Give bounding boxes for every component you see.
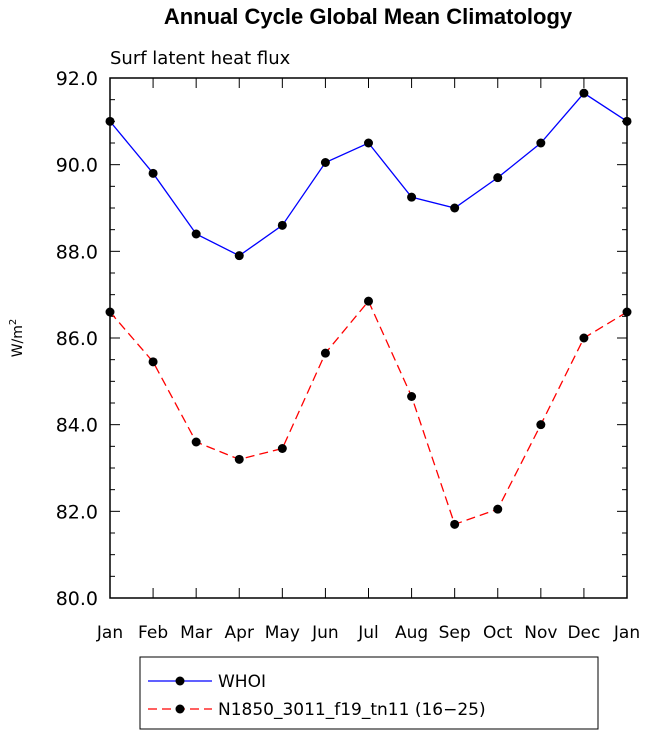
legend-box (139, 656, 599, 730)
x-tick-label: May (265, 623, 300, 643)
y-tick-label: 82.0 (56, 501, 98, 523)
x-tick-label: Oct (483, 623, 513, 643)
plot-frame (109, 77, 628, 599)
series-1-point (320, 158, 330, 167)
series-2-point (579, 333, 589, 343)
legend-marker-2 (175, 704, 185, 714)
x-tick-label: Aug (395, 623, 428, 643)
series-2-point (493, 504, 503, 514)
chart-title: Annual Cycle Global Mean Climatology (164, 4, 573, 29)
series-1-point (191, 229, 201, 239)
y-axis-label-superscript: 2 (8, 319, 19, 325)
y-tick-labels: 80.0 82.0 84.0 86.0 88.0 90.0 92.0 (56, 68, 98, 610)
x-tick-label: Jul (357, 623, 379, 643)
y-tick-label: 80.0 (56, 588, 98, 610)
series-1-point (105, 116, 115, 126)
series-2-point (234, 454, 244, 464)
legend-marker-1 (175, 676, 185, 686)
axis-ticks (109, 77, 628, 599)
series-1-point (536, 138, 546, 148)
series-2-point (191, 437, 201, 447)
series-2-point (536, 420, 546, 430)
series-1-point (450, 203, 460, 213)
series-1-point (148, 168, 158, 178)
y-axis-label: W/m2 (8, 319, 26, 358)
series-2-point (105, 307, 115, 317)
y-tick-label: 90.0 (56, 155, 98, 177)
legend: WHOI N1850_3011_f19_tn11 (16−25) (148, 672, 486, 720)
y-tick-label: 88.0 (56, 241, 98, 263)
y-tick-label: 92.0 (56, 68, 98, 90)
series-1-point (622, 116, 632, 126)
series-2-point (364, 296, 373, 306)
legend-label-2: N1850_3011_f19_tn11 (16−25) (218, 700, 486, 720)
series-2-point (450, 519, 460, 529)
svg-text:W/m2: W/m2 (8, 319, 26, 358)
series-2-point (320, 348, 330, 358)
series-line-2 (109, 299, 628, 526)
x-tick-label: Jan (96, 623, 123, 643)
series-2-point (277, 444, 287, 453)
series-2-point (622, 307, 632, 317)
y-tick-label: 86.0 (56, 328, 98, 350)
x-tick-label: Mar (180, 623, 212, 643)
series-1-point (407, 192, 417, 202)
x-tick-labels: Jan Feb Mar Apr May Jun Jul Aug Sep Oct Nov Dec Jan (96, 623, 640, 643)
legend-label-1: WHOI (218, 672, 266, 692)
x-tick-label: Nov (524, 623, 557, 643)
x-tick-label: Jun (311, 623, 339, 643)
chart-subtitle: Surf latent heat flux (110, 48, 291, 69)
series-2-point (407, 392, 417, 401)
x-tick-label: Jan (613, 623, 640, 643)
series-1-point (579, 88, 589, 98)
series-line-1 (109, 92, 628, 257)
x-tick-label: Feb (138, 623, 168, 643)
series-1-point (364, 138, 373, 148)
x-tick-label: Dec (567, 623, 600, 643)
series-2-point (148, 357, 158, 367)
y-axis-label-text: W/m (10, 325, 26, 357)
series-1-point (234, 251, 244, 261)
series-1-point (493, 173, 503, 183)
y-tick-label: 84.0 (56, 415, 98, 437)
series-layer (105, 88, 632, 529)
x-tick-label: Apr (225, 623, 254, 643)
series-1-point (277, 220, 287, 230)
x-tick-label: Sep (439, 623, 471, 643)
